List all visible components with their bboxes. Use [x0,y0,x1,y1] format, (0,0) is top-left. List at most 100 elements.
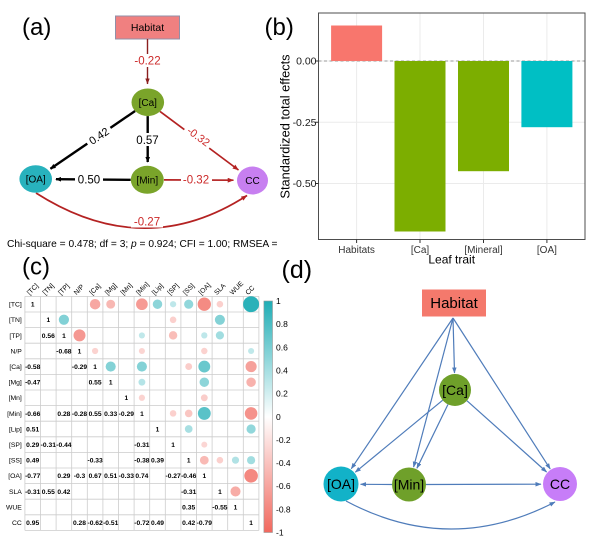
svg-text:0.74: 0.74 [135,473,148,480]
svg-text:WUE: WUE [6,504,22,511]
svg-text:1: 1 [140,411,144,418]
svg-text:[TN]: [TN] [9,317,22,324]
svg-text:1: 1 [78,348,82,355]
svg-text:-0.46: -0.46 [181,473,197,480]
svg-text:-0.68: -0.68 [56,348,72,355]
svg-text:-0.8: -0.8 [276,504,291,514]
svg-text:-0.31: -0.31 [181,489,197,496]
svg-text:[SP]: [SP] [9,442,22,449]
svg-text:0: 0 [276,412,281,422]
svg-text:Habitat: Habitat [131,22,164,34]
svg-text:0.67: 0.67 [89,473,102,480]
svg-text:0.55: 0.55 [89,411,102,418]
svg-text:0.57: 0.57 [136,135,158,147]
svg-text:-0.27: -0.27 [134,217,160,229]
svg-text:-0.66: -0.66 [25,411,41,418]
svg-text:SLA: SLA [9,489,22,496]
svg-text:-0.22: -0.22 [134,56,160,68]
svg-text:1: 1 [124,395,128,402]
svg-text:1: 1 [171,442,175,449]
svg-text:-0.50: -0.50 [293,178,317,190]
svg-text:-0.27: -0.27 [165,473,181,480]
svg-text:Habitat: Habitat [430,295,478,312]
svg-text:-0.77: -0.77 [25,473,41,480]
svg-text:0.51: 0.51 [26,426,39,433]
svg-text:[OA]: [OA] [8,473,22,480]
svg-text:0.42: 0.42 [182,520,195,527]
svg-text:-0.33: -0.33 [87,458,103,465]
svg-text:[OA]: [OA] [327,476,355,492]
svg-text:0.35: 0.35 [182,504,195,511]
svg-text:0.28: 0.28 [57,411,70,418]
svg-text:-0.55: -0.55 [212,504,228,511]
svg-text:0.2: 0.2 [276,389,288,399]
svg-text:[Min]: [Min] [7,411,22,418]
svg-text:-0.25: -0.25 [293,117,317,129]
svg-text:CC: CC [550,476,570,492]
svg-text:(d): (d) [282,256,313,284]
svg-text:0.49: 0.49 [151,520,164,527]
svg-text:-0.47: -0.47 [25,380,41,387]
svg-text:-0.38: -0.38 [134,458,150,465]
svg-text:[OA]: [OA] [26,175,46,186]
svg-text:[TC]: [TC] [9,302,22,309]
svg-text:0.28: 0.28 [73,520,86,527]
svg-text:-0.58: -0.58 [25,364,41,371]
svg-text:1: 1 [109,380,113,387]
svg-text:-0.31: -0.31 [41,442,57,449]
svg-text:0.95: 0.95 [26,520,39,527]
svg-text:0.39: 0.39 [151,458,164,465]
svg-text:1: 1 [276,296,281,306]
svg-text:0.8: 0.8 [276,319,288,329]
svg-text:[Lip]: [Lip] [9,426,22,433]
svg-text:(a): (a) [22,14,51,41]
svg-text:[Ca]: [Ca] [442,382,468,398]
svg-text:[Min]: [Min] [136,175,158,186]
svg-text:1: 1 [249,520,253,527]
svg-text:1: 1 [218,489,222,496]
svg-text:0.29: 0.29 [26,442,39,449]
svg-text:1: 1 [202,473,206,480]
svg-text:[Mg]: [Mg] [9,380,22,387]
svg-text:0.6: 0.6 [276,342,288,352]
svg-text:1: 1 [93,364,97,371]
svg-text:CC: CC [245,176,259,187]
svg-text:-0.44: -0.44 [56,442,72,449]
svg-text:(c): (c) [22,254,50,281]
svg-text:0.55: 0.55 [42,489,55,496]
svg-text:1: 1 [46,317,50,324]
svg-text:-0.29: -0.29 [72,364,88,371]
svg-text:(b): (b) [265,14,294,41]
svg-text:0.00: 0.00 [296,56,317,68]
svg-text:0.33: 0.33 [104,411,117,418]
svg-text:Habitats: Habitats [338,245,375,256]
svg-text:-0.2: -0.2 [276,435,291,445]
svg-text:-0.31: -0.31 [25,489,41,496]
svg-text:0.55: 0.55 [89,380,102,387]
svg-text:-0.51: -0.51 [103,520,119,527]
svg-text:-0.62: -0.62 [87,520,103,527]
svg-text:-0.33: -0.33 [119,473,135,480]
svg-text:0.29: 0.29 [57,473,70,480]
svg-text:[Min]: [Min] [394,476,424,492]
svg-text:1: 1 [156,426,160,433]
svg-text:[Mn]: [Mn] [9,395,22,402]
svg-text:[Ca]: [Ca] [9,364,22,371]
svg-text:-0.4: -0.4 [276,458,291,468]
svg-text:[OA]: [OA] [537,245,557,256]
svg-text:1: 1 [31,302,35,309]
svg-text:0.4: 0.4 [276,365,288,375]
svg-text:CC: CC [12,520,22,527]
svg-text:N/P: N/P [10,348,22,355]
svg-text:-0.32: -0.32 [183,175,209,187]
svg-text:0.42: 0.42 [57,489,70,496]
svg-text:[TP]: [TP] [9,333,22,340]
svg-text:-0.6: -0.6 [276,481,291,491]
svg-text:Leaf trait: Leaf trait [428,253,475,267]
svg-text:Standardized total effects: Standardized total effects [278,54,293,198]
svg-text:[Ca]: [Ca] [139,98,158,109]
svg-text:-0.72: -0.72 [134,520,150,527]
svg-text:1: 1 [234,504,238,511]
svg-text:-1: -1 [276,528,284,538]
svg-text:0.51: 0.51 [104,473,117,480]
